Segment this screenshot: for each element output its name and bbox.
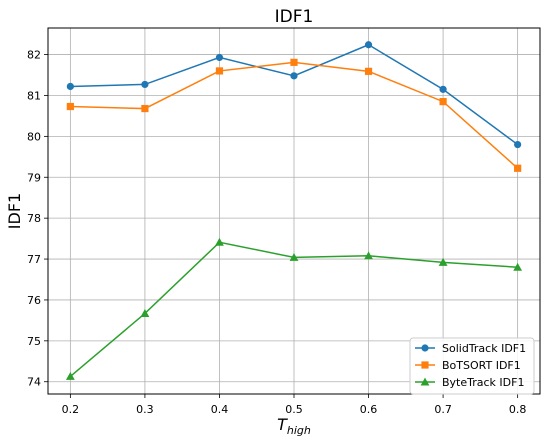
data-point [140,309,150,317]
data-point [290,72,298,80]
x-tick-label: 0.7 [434,403,452,416]
x-axis-label: Thigh [277,415,311,437]
data-point [65,372,75,380]
data-point [439,85,447,93]
series-2 [65,237,523,380]
y-tick-label: 75 [27,335,41,348]
x-tick-label: 0.2 [62,403,80,416]
legend: SolidTrack IDF1 BoTSORT IDF1 ByteTrack IDF… [409,337,535,395]
data-point [215,53,224,62]
legend-item: ByteTrack IDF1 [415,376,524,389]
y-tick-label: 78 [27,212,41,225]
data-point [66,102,74,111]
data-point [141,80,149,89]
data-point [364,67,373,75]
legend-label: BoTSORT IDF1 [442,359,521,372]
legend-item: SolidTrack IDF1 [415,342,526,355]
data-point [513,262,523,271]
data-point [289,253,299,261]
x-tick-label: 0.3 [136,403,154,416]
series-layer [65,41,523,380]
legend-box [409,337,535,395]
data-point [215,237,224,246]
data-point [438,257,448,266]
legend-marker [421,361,429,369]
legend-label: SolidTrack IDF1 [442,342,526,355]
x-tick-label: 0.4 [211,403,229,416]
y-tick-label: 74 [27,376,41,389]
series-1 [66,58,522,172]
data-point [66,82,74,91]
series-0 [66,41,522,149]
data-point [141,104,149,113]
x-tick-label: 0.6 [360,403,378,416]
x-axis-label-main: T [277,415,288,434]
legend-item: BoTSORT IDF1 [415,359,521,372]
y-tick-label: 80 [27,130,41,143]
data-point [364,251,373,260]
data-point [514,140,522,149]
chart-title: IDF1 [275,7,314,27]
x-tick-label: 0.8 [509,403,527,416]
x-axis-label-sub: high [287,424,311,437]
y-tick-label: 77 [27,253,41,266]
y-tick-label: 76 [27,294,41,307]
data-point [290,58,298,66]
legend-marker [420,377,430,386]
legend-label: ByteTrack IDF1 [442,376,524,389]
data-point [215,67,224,75]
data-point [439,98,447,106]
axis-ticks: 0.2 0.3 0.4 0.5 0.6 0.7 0.8 74 75 76 77 78 79 80 81 82 [27,49,526,416]
y-tick-label: 82 [27,49,41,62]
y-tick-label: 81 [27,89,41,102]
data-point [364,41,373,49]
legend-marker [421,344,429,352]
y-tick-label: 79 [27,171,41,184]
y-axis-label: IDF1 [5,193,24,229]
x-tick-label: 0.5 [285,403,303,416]
data-point [514,164,522,172]
